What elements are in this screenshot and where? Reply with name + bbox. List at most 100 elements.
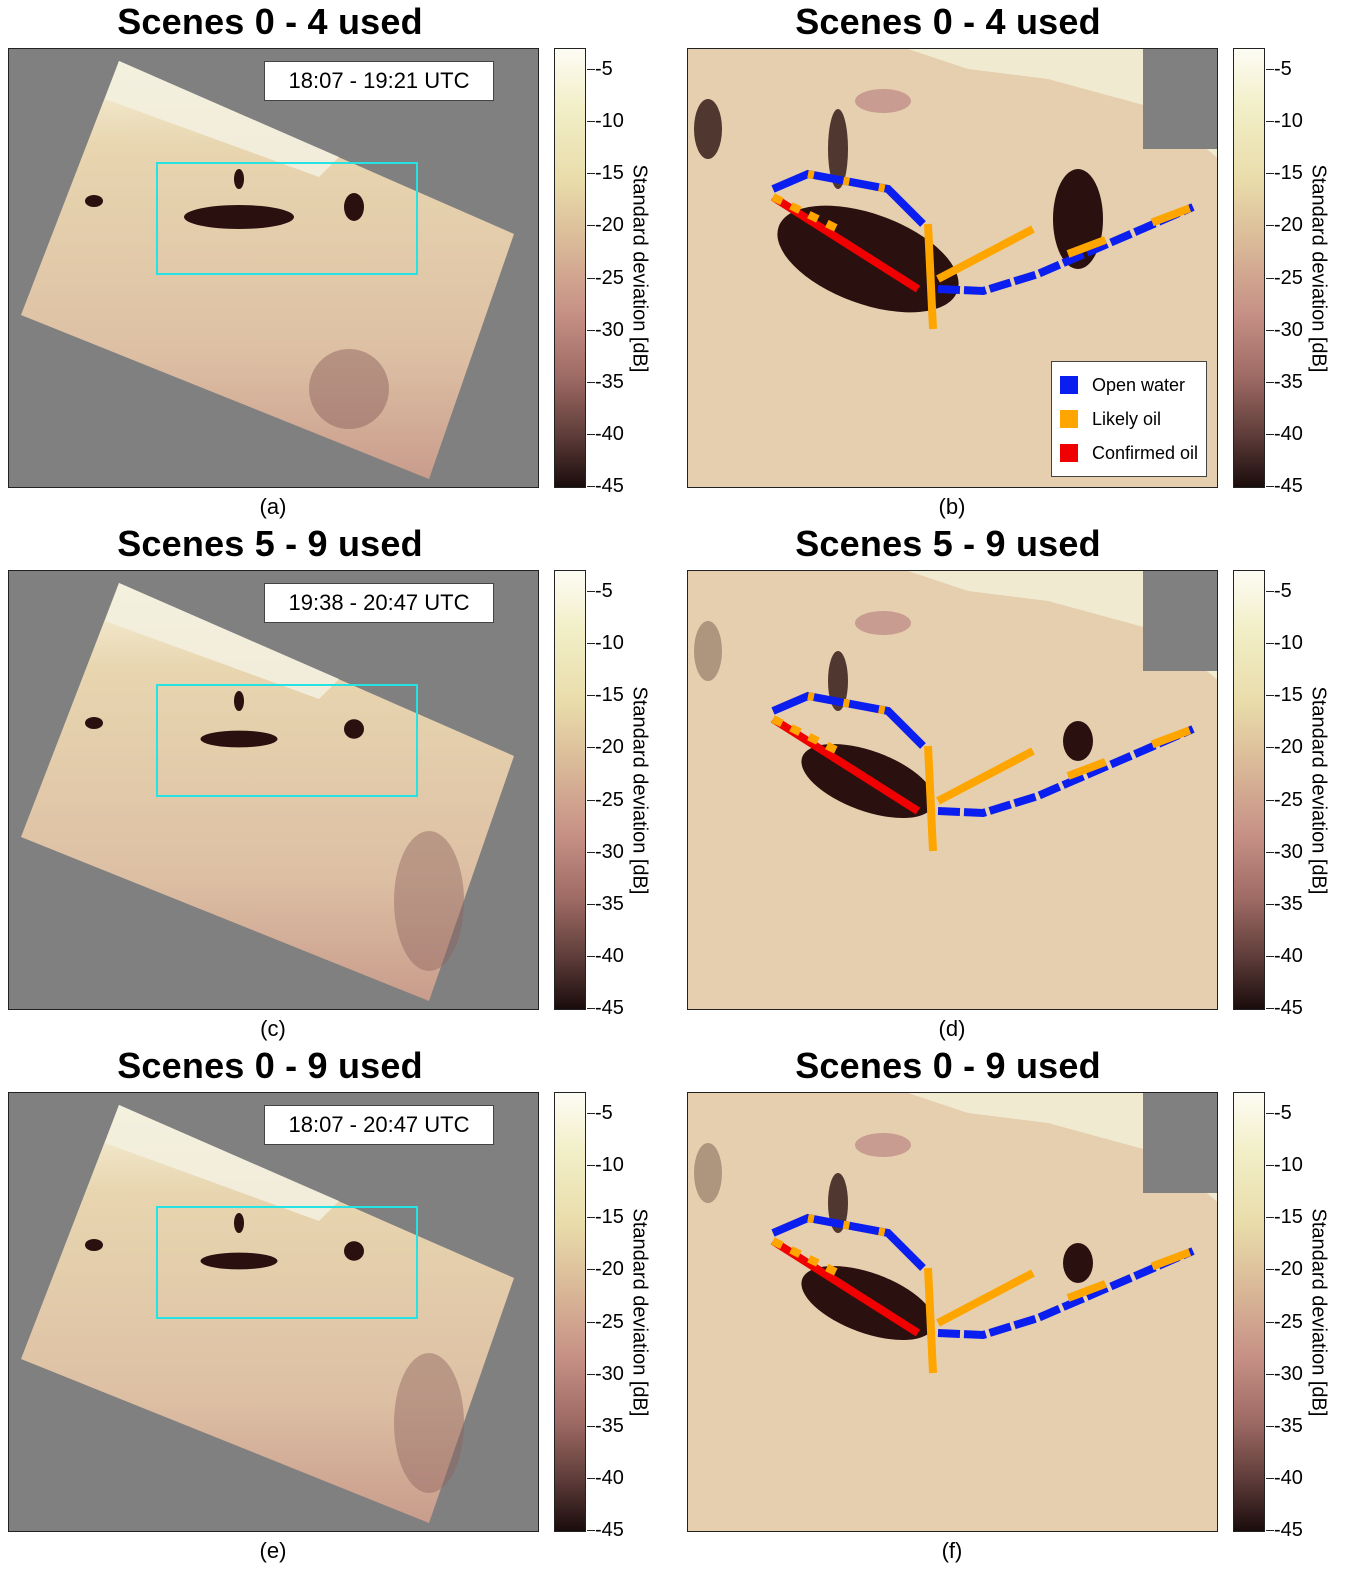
track-segment-vert xyxy=(928,746,933,851)
land-feature xyxy=(855,1133,911,1157)
panel-d-title: Scenes 5 - 9 used xyxy=(678,522,1218,566)
colorbar-tick xyxy=(587,330,595,331)
colorbar-tick-label: -45 xyxy=(1274,1520,1303,1540)
caption-c: (c) xyxy=(243,1016,303,1042)
colorbar-tick-label: -40 xyxy=(595,946,624,966)
colorbar-label: Standard deviation [dB] xyxy=(1307,681,1330,901)
colorbar-tick-label: -5 xyxy=(1274,581,1292,601)
colorbar-tick-label: -10 xyxy=(1274,1155,1303,1175)
caption-a: (a) xyxy=(243,494,303,520)
colorbar-tick xyxy=(587,695,595,696)
caption-b: (b) xyxy=(922,494,982,520)
colorbar-tick-label: -30 xyxy=(1274,1364,1303,1384)
colorbar-tick-label: -25 xyxy=(1274,790,1303,810)
legend-likely-oil: Likely oil xyxy=(1060,402,1198,436)
colorbar-tick xyxy=(1266,69,1274,70)
colorbar-tick-label: -10 xyxy=(595,633,624,653)
panel-f-title: Scenes 0 - 9 used xyxy=(678,1044,1218,1088)
colorbar-tick-label: -10 xyxy=(595,1155,624,1175)
colorbar-tick xyxy=(587,1478,595,1479)
colorbar-tick xyxy=(1266,800,1274,801)
colorbar-tick-label: -30 xyxy=(595,842,624,862)
legend-confirmed-oil: Confirmed oil xyxy=(1060,436,1198,470)
colorbar-tick xyxy=(1266,643,1274,644)
colorbar-tick-label: -45 xyxy=(595,998,624,1018)
panel-a-time-label: 18:07 - 19:21 UTC xyxy=(264,61,494,101)
colorbar-tick xyxy=(587,904,595,905)
colorbar-tick-label: -35 xyxy=(1274,894,1303,914)
colorbar-tick xyxy=(1266,173,1274,174)
colorbar-tick-label: -30 xyxy=(595,1364,624,1384)
colorbar-tick-label: -20 xyxy=(595,1259,624,1279)
panel-c-time-label: 19:38 - 20:47 UTC xyxy=(264,583,494,623)
colorbar-tick-label: -40 xyxy=(595,1468,624,1488)
colorbar-tick-label: -45 xyxy=(595,476,624,496)
colorbar-tick xyxy=(1266,1008,1274,1009)
panel-c-map: 19:38 - 20:47 UTC xyxy=(8,570,539,1010)
colorbar-label: Standard deviation [dB] xyxy=(628,1203,651,1423)
colorbar-tick xyxy=(1266,1165,1274,1166)
colorbar-tick xyxy=(587,486,595,487)
colorbar-tick xyxy=(587,278,595,279)
colorbar-tick xyxy=(587,1269,595,1270)
colorbar-tick xyxy=(587,1217,595,1218)
colorbar-tick-label: -40 xyxy=(1274,946,1303,966)
colorbar-tick-label: -20 xyxy=(595,737,624,757)
panel-b-map: Open water Likely oil Confirmed oil xyxy=(687,48,1218,488)
panel-e-map: 18:07 - 20:47 UTC xyxy=(8,1092,539,1532)
colorbar-tick xyxy=(587,800,595,801)
colorbar-tick-label: -35 xyxy=(1274,1416,1303,1436)
colorbar-tick-label: -45 xyxy=(1274,476,1303,496)
colorbar-label: Standard deviation [dB] xyxy=(1307,1203,1330,1423)
colorbar-tick-label: -40 xyxy=(1274,424,1303,444)
colorbar-tick-label: -20 xyxy=(1274,1259,1303,1279)
colorbar-tick xyxy=(1266,434,1274,435)
colorbar-tick xyxy=(1266,1322,1274,1323)
colorbar-tick xyxy=(587,591,595,592)
colorbar-tick xyxy=(1266,382,1274,383)
colorbar-tick-label: -30 xyxy=(595,320,624,340)
colorbar-tick xyxy=(587,1008,595,1009)
dark-patch xyxy=(309,349,389,429)
colorbar-tick xyxy=(587,1426,595,1427)
track-segment-vert xyxy=(928,1268,933,1373)
colorbar-f: -5 -10 -15 -20 -25 -30 -35 -40 -45 Standard devia… xyxy=(1233,1092,1265,1532)
colorbar-tick-label: -25 xyxy=(595,790,624,810)
colorbar-tick-label: -5 xyxy=(1274,59,1292,79)
colorbar-tick xyxy=(587,747,595,748)
colorbar-tick xyxy=(587,225,595,226)
colorbar-c: -5 -10 -15 -20 -25 -30 -35 -40 -45 Standard devia… xyxy=(554,570,586,1010)
colorbar-tick-label: -25 xyxy=(1274,268,1303,288)
colorbar-tick xyxy=(587,382,595,383)
colorbar-tick xyxy=(587,173,595,174)
colorbar-tick xyxy=(1266,695,1274,696)
panel-f-map xyxy=(687,1092,1218,1532)
colorbar-tick xyxy=(587,1530,595,1531)
colorbar-tick xyxy=(1266,1269,1274,1270)
legend-open-water: Open water xyxy=(1060,368,1198,402)
panel-e-time-label: 18:07 - 20:47 UTC xyxy=(264,1105,494,1145)
panel-c-title: Scenes 5 - 9 used xyxy=(0,522,540,566)
colorbar-tick xyxy=(1266,121,1274,122)
colorbar-tick xyxy=(587,643,595,644)
legend-label-likely-oil: Likely oil xyxy=(1092,409,1161,430)
colorbar-tick-label: -15 xyxy=(595,163,624,183)
colorbar-tick-label: -5 xyxy=(595,1103,613,1123)
colorbar-tick-label: -35 xyxy=(595,372,624,392)
open-water-swatch xyxy=(1060,376,1078,394)
colorbar-tick xyxy=(1266,1217,1274,1218)
likely-oil-swatch xyxy=(1060,410,1078,428)
panel-e-title: Scenes 0 - 9 used xyxy=(0,1044,540,1088)
colorbar-tick-label: -15 xyxy=(1274,685,1303,705)
colorbar-e: -5 -10 -15 -20 -25 -30 -35 -40 -45 Standard devia… xyxy=(554,1092,586,1532)
caption-d: (d) xyxy=(922,1016,982,1042)
colorbar-tick xyxy=(1266,591,1274,592)
colorbar-tick-label: -35 xyxy=(595,1416,624,1436)
colorbar-tick xyxy=(587,121,595,122)
colorbar-tick xyxy=(1266,1374,1274,1375)
colorbar-tick-label: -15 xyxy=(1274,1207,1303,1227)
colorbar-tick xyxy=(587,852,595,853)
colorbar-tick-label: -5 xyxy=(595,581,613,601)
colorbar-tick-label: -45 xyxy=(1274,998,1303,1018)
track-segment-vert xyxy=(928,224,933,329)
